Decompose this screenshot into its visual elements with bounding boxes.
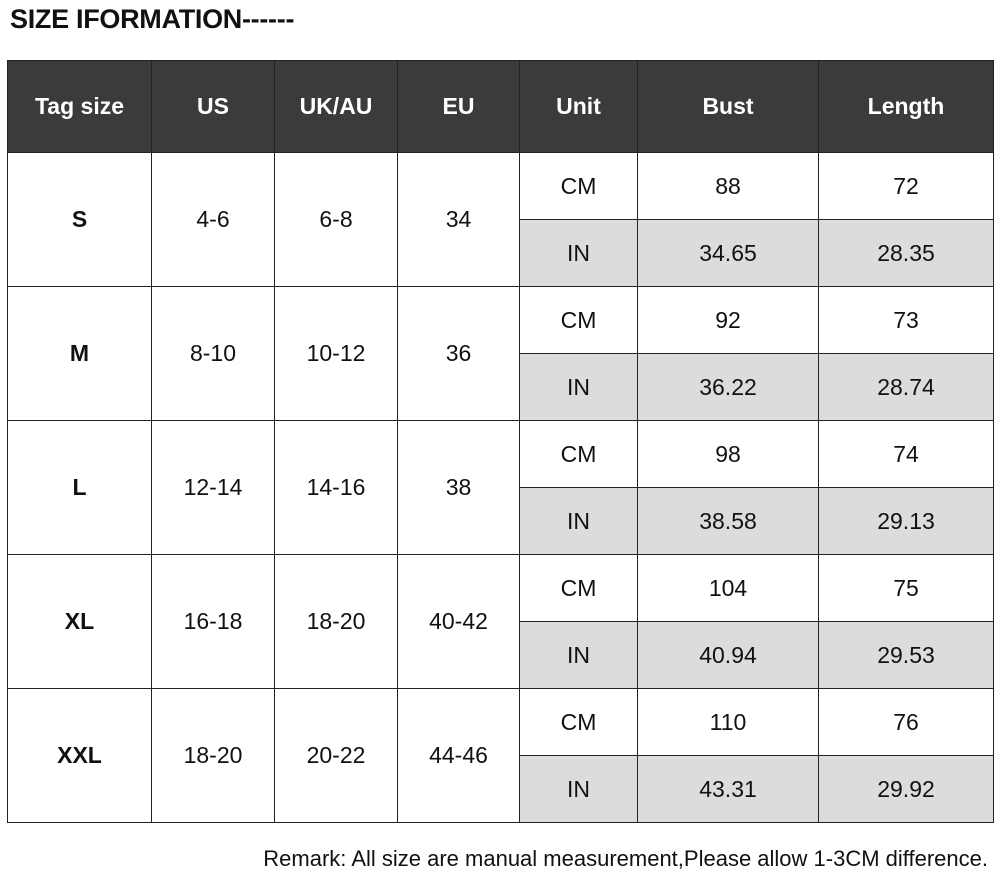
size-cell: XL [7, 554, 152, 689]
measure-cell: 110 [637, 688, 819, 756]
column-header: Length [818, 60, 994, 153]
table-row: IN 43.31 29.92 [8, 755, 994, 823]
measure-cell: CM [519, 688, 638, 756]
size-cell: 12-14 [151, 420, 275, 555]
size-cell: M [7, 286, 152, 421]
measure-cell: 36.22 [637, 353, 819, 421]
size-cell: 36 [397, 286, 520, 421]
measure-cell: 73 [818, 286, 994, 354]
measure-cell: 40.94 [637, 621, 819, 689]
measure-cell: 104 [637, 554, 819, 622]
size-cell: 20-22 [274, 688, 398, 823]
table-row: S 4-6 6-8 34 CM 88 72 [7, 152, 994, 287]
measure-cell: 38.58 [637, 487, 819, 555]
measure-cell: 76 [818, 688, 994, 756]
measure-cell: 29.53 [818, 621, 994, 689]
column-header: Unit [519, 60, 638, 153]
measure-cell: IN [519, 487, 638, 555]
table-row: XL 16-18 18-20 40-42 CM 104 75 [7, 554, 994, 689]
size-cell: 18-20 [151, 688, 275, 823]
size-cell: L [7, 420, 152, 555]
table-row: XXL 18-20 20-22 44-46 CM 110 76 [7, 688, 994, 823]
size-cell: 8-10 [151, 286, 275, 421]
size-table: Tag size US UK/AU EU Unit Bust Length S 4-6 6-8 3… [7, 60, 994, 823]
size-cell: XXL [7, 688, 152, 823]
table-body: S 4-6 6-8 34 CM 88 72 IN 34.65 28.35 M 8-10 10-12 36 C… [7, 152, 994, 823]
measure-cell: CM [519, 554, 638, 622]
column-header: Tag size [7, 60, 152, 153]
measure-cell: 43.31 [637, 755, 819, 823]
column-header: EU [397, 60, 520, 153]
size-cell: 10-12 [274, 286, 398, 421]
size-cell: S [7, 152, 152, 287]
measure-cell: IN [519, 621, 638, 689]
measure-cell: IN [519, 353, 638, 421]
measure-cell: 28.35 [818, 219, 994, 287]
measure-cell: 29.13 [818, 487, 994, 555]
measure-cell: CM [519, 152, 638, 220]
column-header: US [151, 60, 275, 153]
measure-cell: 98 [637, 420, 819, 488]
measure-cell: 72 [818, 152, 994, 220]
measure-cell: 88 [637, 152, 819, 220]
size-cell: 14-16 [274, 420, 398, 555]
column-header: Bust [637, 60, 819, 153]
size-cell: 34 [397, 152, 520, 287]
table-row: IN 34.65 28.35 [8, 219, 994, 287]
size-cell: 16-18 [151, 554, 275, 689]
table-row: L 12-14 14-16 38 CM 98 74 [7, 420, 994, 555]
column-header: UK/AU [274, 60, 398, 153]
title: SIZE IFORMATION------ [10, 4, 295, 34]
table-row: IN 38.58 29.13 [8, 487, 994, 555]
measure-cell: 75 [818, 554, 994, 622]
table-row: M 8-10 10-12 36 CM 92 73 [7, 286, 994, 421]
measure-cell: 92 [637, 286, 819, 354]
measure-cell: 28.74 [818, 353, 994, 421]
size-cell: 6-8 [274, 152, 398, 287]
table-row: IN 36.22 28.74 [8, 353, 994, 421]
measure-cell: IN [519, 755, 638, 823]
header-row: Tag size US UK/AU EU Unit Bust Length [7, 60, 994, 153]
measure-cell: 29.92 [818, 755, 994, 823]
size-cell: 44-46 [397, 688, 520, 823]
measure-cell: CM [519, 420, 638, 488]
size-cell: 40-42 [397, 554, 520, 689]
measure-cell: 74 [818, 420, 994, 488]
size-cell: 38 [397, 420, 520, 555]
measure-cell: 34.65 [637, 219, 819, 287]
table-row: IN 40.94 29.53 [8, 621, 994, 689]
measure-cell: IN [519, 219, 638, 287]
size-cell: 18-20 [274, 554, 398, 689]
remark: Remark: All size are manual measurement,… [263, 846, 988, 871]
measure-cell: CM [519, 286, 638, 354]
size-cell: 4-6 [151, 152, 275, 287]
